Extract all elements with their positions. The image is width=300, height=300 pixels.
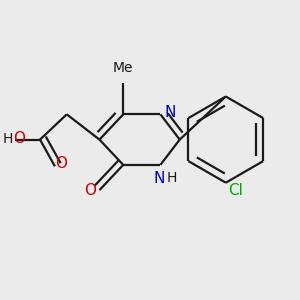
Text: N: N [153,171,165,186]
Text: Cl: Cl [228,183,243,198]
Text: N: N [164,105,176,120]
Text: O: O [13,131,25,146]
Text: O: O [84,183,96,198]
Text: Me: Me [113,61,134,75]
Text: O: O [56,157,68,172]
Text: H: H [167,171,177,185]
Text: H: H [2,132,13,146]
